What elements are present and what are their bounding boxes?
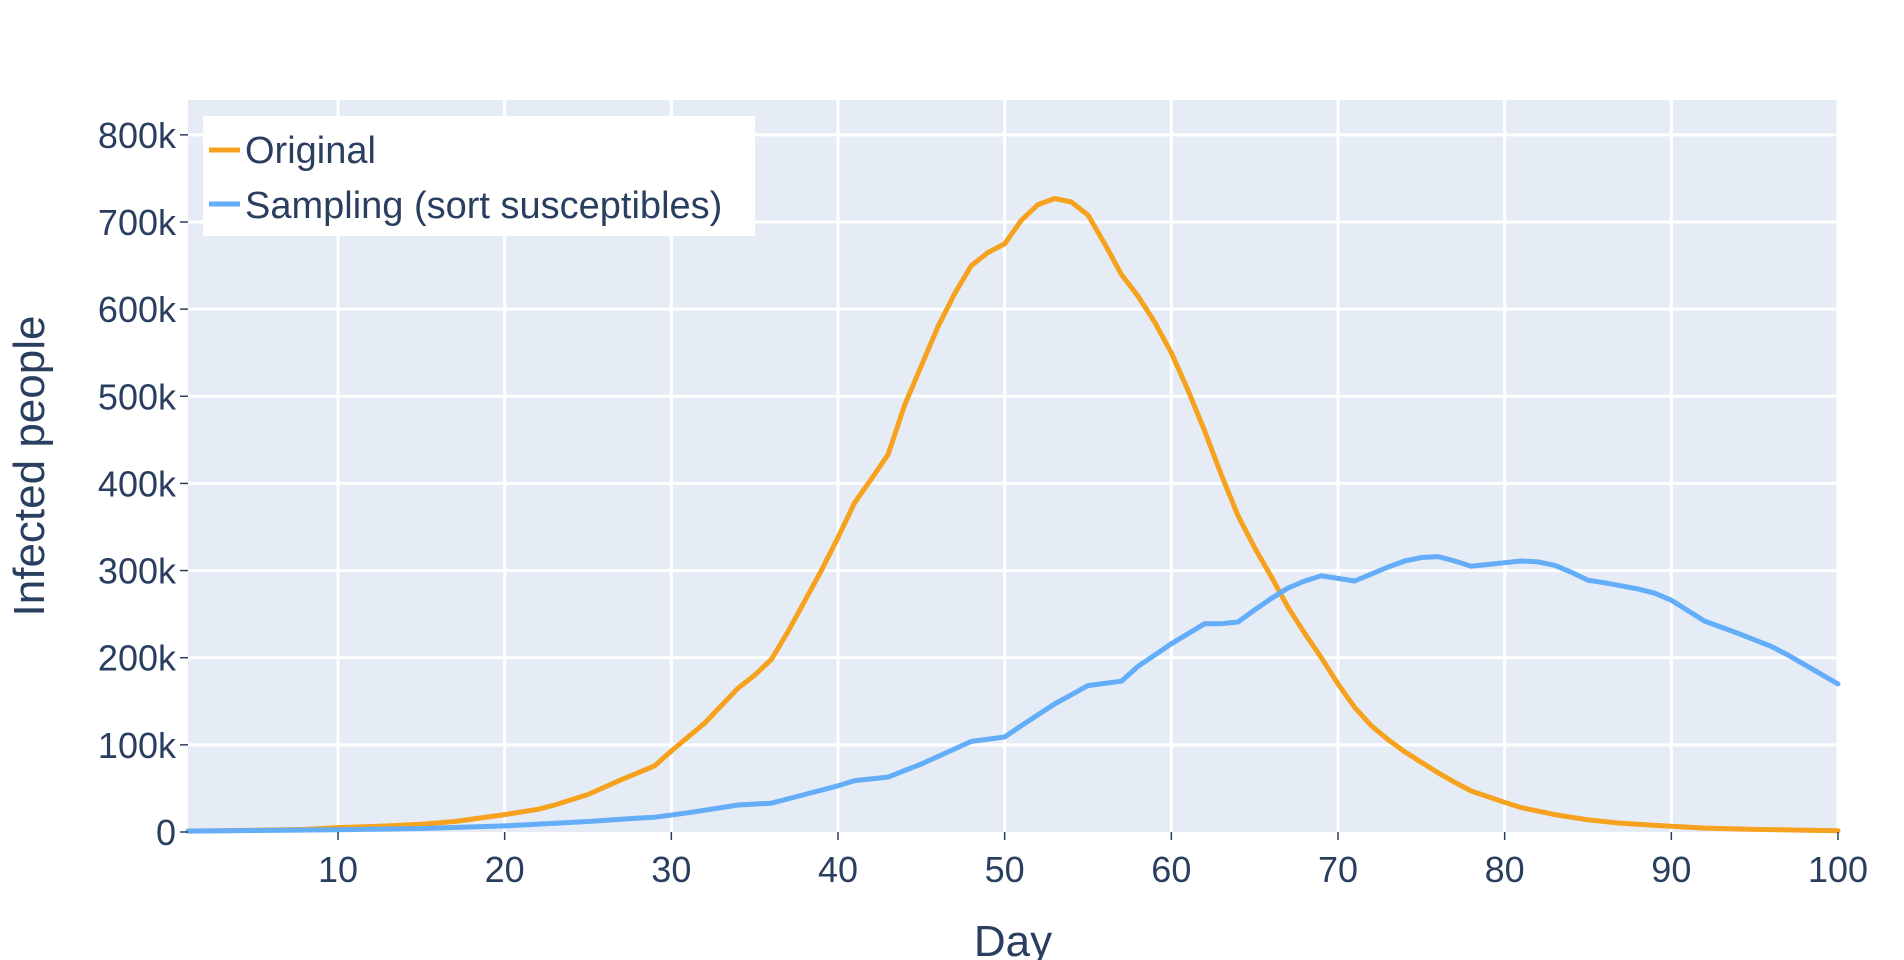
x-tick-label-9: 100	[1808, 849, 1868, 890]
y-axis-ticks: 0 100k 200k 300k 400k 500k 600k 700k 800k	[98, 115, 188, 853]
y-tick-label-4: 400k	[98, 463, 177, 504]
series-line-1	[185, 554, 1841, 834]
y-tick-label-2: 200k	[98, 638, 177, 679]
x-axis-title: Day	[974, 917, 1052, 960]
y-tick-label-6: 600k	[98, 289, 177, 330]
series-lines	[185, 196, 1841, 834]
y-tick-label-5: 500k	[98, 376, 177, 417]
y-tick-label-0: 0	[156, 812, 176, 853]
y-tick-label-1: 100k	[98, 725, 177, 766]
series-line-0	[185, 196, 1841, 834]
x-tick-label-7: 80	[1485, 849, 1525, 890]
legend-label-sampling: Sampling (sort susceptibles)	[245, 185, 722, 227]
x-tick-label-5: 60	[1151, 849, 1191, 890]
legend-label-original: Original	[245, 130, 376, 172]
y-tick-label-3: 300k	[98, 551, 177, 592]
x-tick-label-2: 30	[651, 849, 691, 890]
x-tick-label-1: 20	[485, 849, 525, 890]
x-axis-ticks: 10 20 30 40 50 60 70 80 90 100	[318, 832, 1868, 890]
x-tick-label-6: 70	[1318, 849, 1358, 890]
x-tick-label-4: 50	[985, 849, 1025, 890]
y-tick-label-8: 800k	[98, 115, 177, 156]
legend: Original Sampling (sort susceptibles)	[203, 116, 755, 236]
x-tick-label-8: 90	[1651, 849, 1691, 890]
x-tick-label-3: 40	[818, 849, 858, 890]
legend-box	[203, 116, 755, 236]
y-tick-label-7: 700k	[98, 202, 177, 243]
x-tick-label-0: 10	[318, 849, 358, 890]
y-axis-title: Infected people	[5, 316, 54, 617]
